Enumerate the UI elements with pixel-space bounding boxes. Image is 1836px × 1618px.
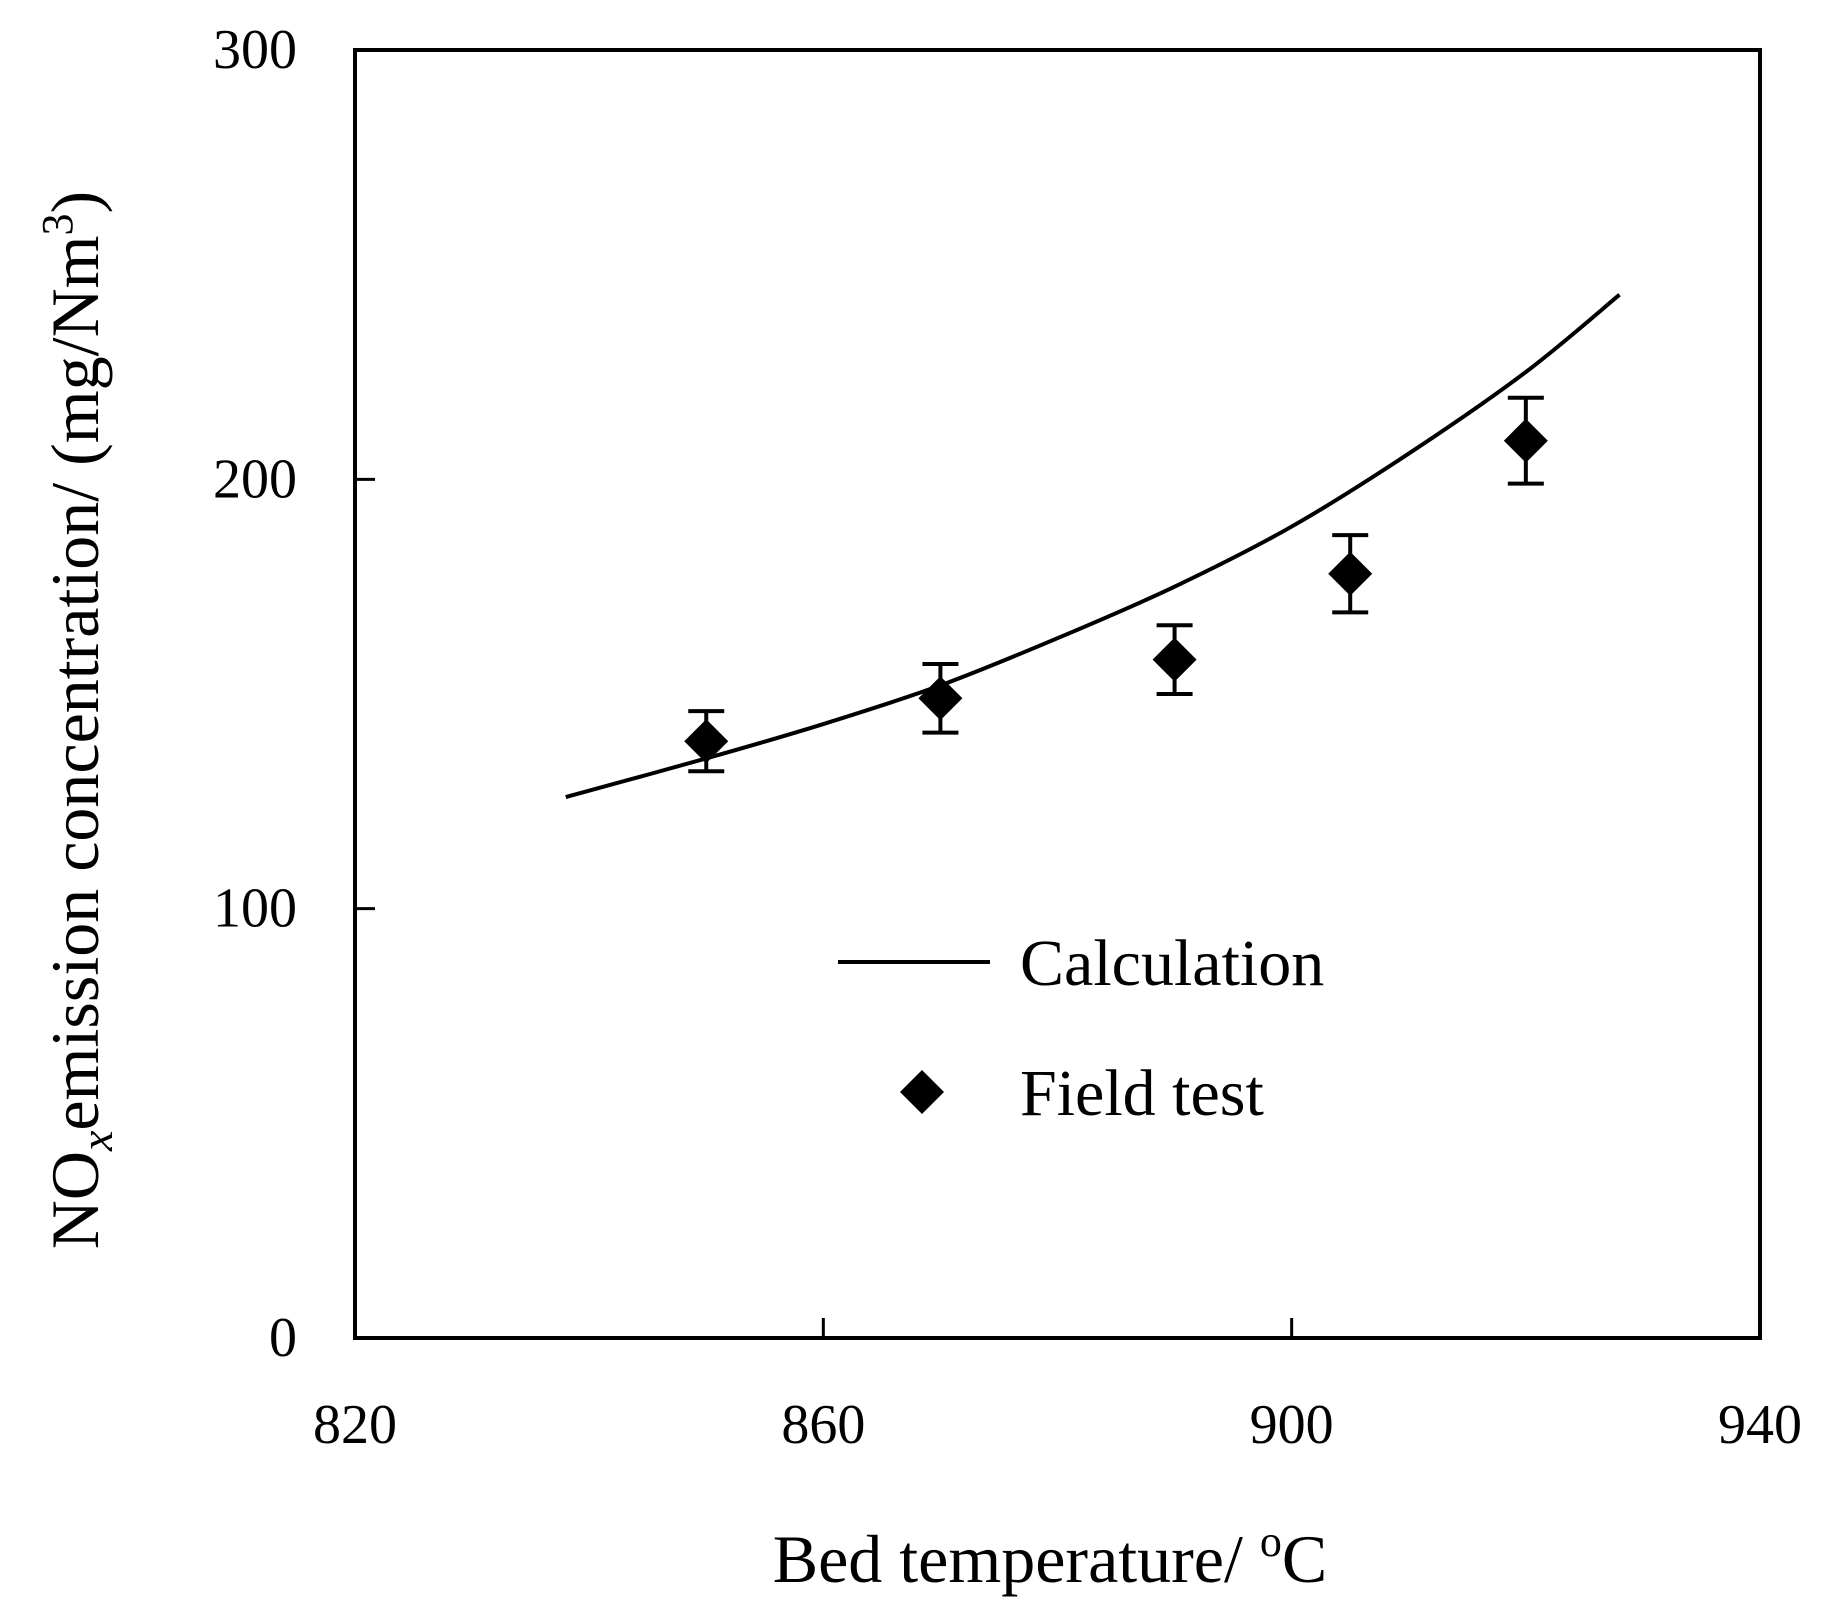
y-axis-title-superscript: 3 — [33, 213, 82, 235]
y-tick-label-200: 200 — [213, 448, 297, 510]
plot-frame — [353, 48, 1762, 1340]
data-point-field-test-1 — [918, 676, 963, 721]
y-axis-title-subscript: x — [71, 1130, 122, 1152]
series-layer — [565, 293, 1621, 799]
series-line-calculation — [565, 293, 1621, 799]
y-axis-title-close: ) — [37, 191, 113, 214]
x-axis-title-main: Bed temperature/ — [773, 1521, 1260, 1597]
x-tick-label-820: 820 — [313, 1394, 397, 1456]
y-tick-label-0: 0 — [269, 1307, 297, 1369]
y-tick-label-300: 300 — [213, 19, 297, 81]
x-axis-title-degree: o — [1260, 1517, 1282, 1566]
x-tick-label-940: 940 — [1718, 1394, 1802, 1456]
y-tick-label-100: 100 — [213, 878, 297, 940]
x-tick-label-900: 900 — [1250, 1394, 1334, 1456]
data-point-field-test-4 — [1503, 418, 1548, 463]
x-tick-label-860: 860 — [781, 1394, 865, 1456]
x-axis-title-unit: C — [1282, 1521, 1327, 1597]
legend-label-field-test: Field test — [1020, 1057, 1264, 1130]
legend-label-calculation: Calculation — [1020, 927, 1324, 1000]
y-axis-title-main: emission concentration/ (mg/Nm — [37, 235, 113, 1130]
data-point-field-test-0 — [684, 719, 729, 764]
y-axis-title-nox: NO — [37, 1151, 113, 1249]
data-point-field-test-3 — [1328, 551, 1373, 596]
data-point-field-test-2 — [1152, 637, 1197, 682]
y-axis-title: NOxemission concentration/ (mg/Nm3) — [33, 191, 122, 1249]
legend: Calculation Field test — [838, 927, 1324, 1130]
x-axis-title: Bed temperature/ oC — [773, 1517, 1327, 1597]
legend-marker-diamond — [900, 1070, 944, 1114]
ticks-layer: 820 860 900 940 0 100 200 300 — [213, 19, 1802, 1456]
